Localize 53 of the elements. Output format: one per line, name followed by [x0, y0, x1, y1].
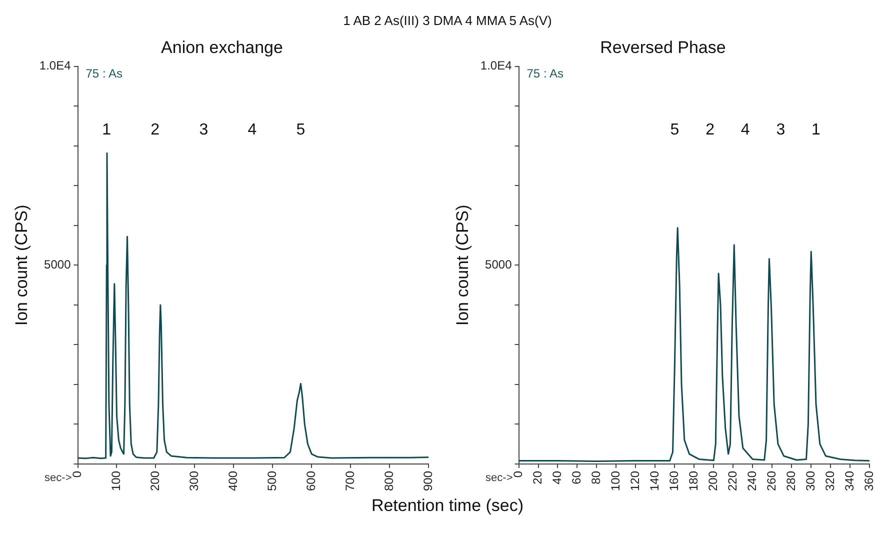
x-tick-label: 0	[70, 470, 84, 478]
chart-subtitle: 1 AB 2 As(III) 3 DMA 4 MMA 5 As(V)	[342, 12, 553, 30]
x-tick-label: 240	[744, 470, 759, 492]
annotation: 4	[248, 121, 257, 138]
y-tick-label: 5000	[485, 258, 512, 272]
x-tick-label: 280	[784, 470, 798, 492]
chart-title: Reversed Phase	[600, 38, 726, 57]
x-tick-label: 320	[822, 470, 837, 492]
chart-title: Anion exchange	[161, 38, 283, 57]
annotation: 75 : As	[526, 66, 564, 81]
annotation: 2	[150, 121, 160, 138]
x-tick-label: 220	[725, 470, 740, 492]
annotation: 2	[706, 121, 715, 138]
x-tick-label: 700	[342, 470, 357, 492]
x-tick-label: 360	[862, 470, 876, 492]
annotation: 4	[740, 121, 750, 138]
x-tick-label: 100	[608, 470, 623, 492]
x-tick-label: 300	[187, 470, 202, 492]
y-tick-label: 1.0E4	[480, 58, 512, 73]
y-tick-label: 5000	[44, 258, 72, 272]
x-tick-label: 600	[304, 470, 318, 492]
x-tick-label: 180	[686, 470, 700, 492]
x-tick-label: 200	[148, 470, 162, 492]
text: sec->	[486, 472, 513, 484]
text: sec->	[44, 472, 72, 484]
x-tick-label: 40	[550, 470, 564, 484]
x-tick-label: 500	[264, 470, 279, 492]
x-axis-title: Retention time (sec)	[370, 495, 525, 517]
x-tick-label: 140	[648, 470, 662, 492]
annotation: 75 : As	[86, 66, 122, 81]
annotation: 5	[296, 121, 306, 138]
annotation: 5	[670, 121, 680, 138]
annotation: 3	[776, 121, 786, 138]
x-tick-label: 100	[109, 470, 124, 492]
x-tick-label: 80	[589, 470, 604, 484]
y-axis-title: Ion count (CPS)	[452, 204, 472, 326]
x-tick-label: 200	[706, 470, 720, 492]
y-tick-label: 1.0E4	[39, 58, 72, 73]
x-tick-label: 400	[226, 470, 240, 492]
x-tick-label: 60	[570, 470, 584, 484]
annotation: 3	[199, 121, 208, 138]
y-axis-title: Ion count (CPS)	[12, 204, 31, 326]
x-tick-label: 20	[530, 470, 545, 484]
x-tick-label: 260	[764, 470, 778, 492]
x-tick-label: 120	[628, 470, 642, 492]
x-tick-label: 340	[842, 470, 856, 492]
annotation: 1	[812, 121, 821, 138]
x-tick-label: 0	[511, 470, 526, 478]
x-tick-label: 300	[803, 470, 818, 492]
x-tick-label: 800	[382, 470, 396, 492]
annotation: 1	[102, 121, 112, 138]
x-tick-label: 160	[667, 470, 681, 492]
x-tick-label: 900	[420, 470, 435, 492]
